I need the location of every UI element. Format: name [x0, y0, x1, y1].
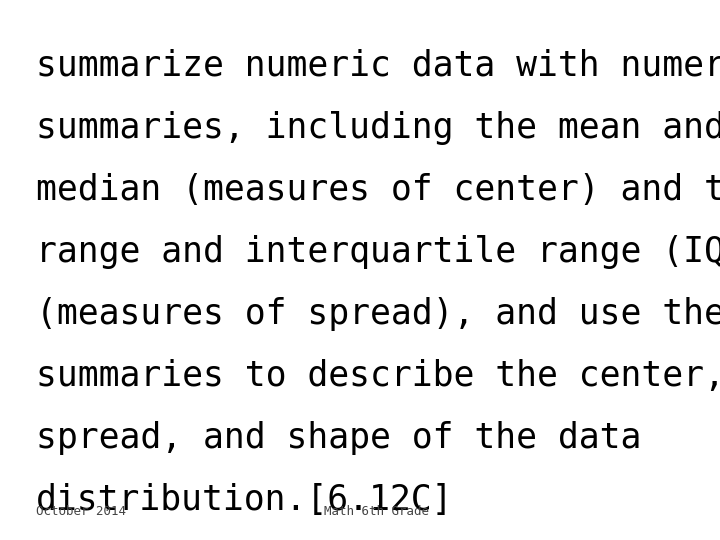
Text: October 2014: October 2014	[36, 505, 126, 518]
Text: summaries, including the mean and: summaries, including the mean and	[36, 111, 720, 145]
Text: median (measures of center) and the: median (measures of center) and the	[36, 173, 720, 207]
Text: range and interquartile range (IQR): range and interquartile range (IQR)	[36, 235, 720, 269]
Text: distribution.[6.12C]: distribution.[6.12C]	[36, 483, 454, 517]
Text: Math 6th Grade: Math 6th Grade	[324, 505, 429, 518]
Text: spread, and shape of the data: spread, and shape of the data	[36, 421, 642, 455]
Text: (measures of spread), and use these: (measures of spread), and use these	[36, 297, 720, 331]
Text: summarize numeric data with numerical: summarize numeric data with numerical	[36, 49, 720, 83]
Text: summaries to describe the center,: summaries to describe the center,	[36, 359, 720, 393]
